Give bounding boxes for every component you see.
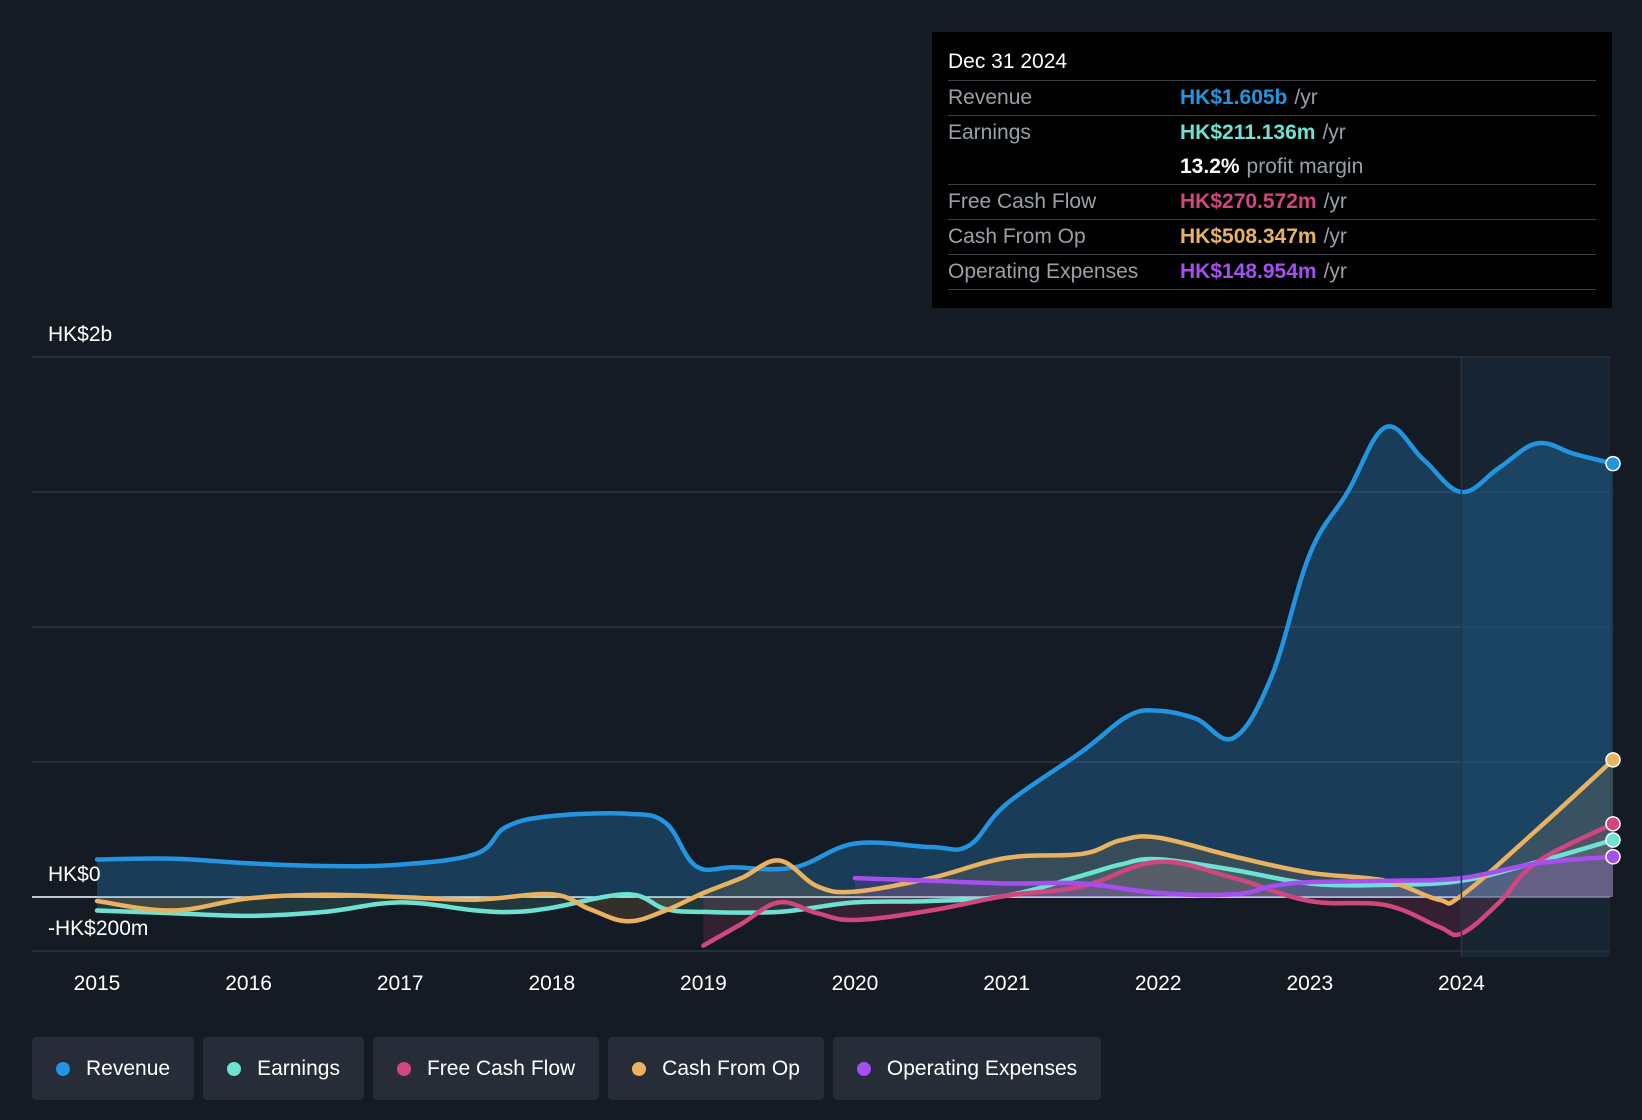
x-axis-label: 2023 xyxy=(1286,972,1333,995)
x-axis-label: 2018 xyxy=(528,972,575,995)
legend-dot-icon xyxy=(227,1061,242,1076)
tooltip-unit: /yr xyxy=(1322,121,1346,144)
y-axis-label: HK$0 xyxy=(48,863,101,886)
legend-item-operating-expenses[interactable]: Operating Expenses xyxy=(832,1037,1102,1100)
tooltip-label: Operating Expenses xyxy=(948,260,1139,283)
x-axis-label: 2017 xyxy=(377,972,424,995)
legend-label: Cash From Op xyxy=(662,1056,800,1080)
tooltip-value: 13.2% xyxy=(1180,155,1240,178)
end-marker-revenue xyxy=(1605,455,1621,472)
end-marker-opex xyxy=(1605,849,1621,865)
end-marker-fcf xyxy=(1605,816,1621,832)
y-axis-labels: HK$2b HK$0 -HK$200m xyxy=(48,323,148,940)
legend-label: Operating Expenses xyxy=(886,1056,1078,1080)
area-earnings xyxy=(97,840,1613,916)
tooltip-value: HK$148.954m xyxy=(1180,260,1317,283)
x-axis-label: 2016 xyxy=(225,972,272,995)
tooltip-label: Cash From Op xyxy=(948,225,1086,248)
area-revenue xyxy=(97,426,1613,897)
x-axis-label: 2015 xyxy=(74,972,121,995)
legend-label: Free Cash Flow xyxy=(426,1056,576,1080)
line-earnings xyxy=(94,837,1616,919)
series-end-markers xyxy=(1605,455,1621,865)
x-axis-label: 2024 xyxy=(1438,972,1485,995)
legend-dot-icon xyxy=(856,1061,871,1076)
x-axis-label: 2019 xyxy=(680,972,727,995)
tooltip-value: HK$270.572m xyxy=(1180,190,1317,213)
legend-item-free-cash-flow[interactable]: Free Cash Flow xyxy=(372,1037,600,1100)
tooltip-row-cash-from-op: Cash From Op HK$508.347m /yr xyxy=(948,220,1596,255)
legend-dot-icon xyxy=(632,1061,647,1076)
tooltip-row-profit-margin: 13.2% profit margin xyxy=(948,150,1596,185)
tooltip-unit: /yr xyxy=(1323,190,1347,213)
y-axis-label: -HK$200m xyxy=(48,917,148,940)
area-fcf xyxy=(703,823,1613,946)
legend-dot-icon xyxy=(56,1061,70,1076)
line-opex xyxy=(852,854,1616,898)
tooltip-row-revenue: Revenue HK$1.605b /yr xyxy=(948,81,1596,116)
data-tooltip: Dec 31 2024 Revenue HK$1.605b /yr Earnin… xyxy=(932,32,1612,308)
area-cfo xyxy=(97,759,1613,922)
tooltip-value: HK$508.347m xyxy=(1180,225,1317,248)
tooltip-value: HK$211.136m xyxy=(1180,121,1316,144)
line-fcf xyxy=(701,821,1616,948)
legend: Revenue Earnings Free Cash Flow Cash Fro… xyxy=(32,1037,1110,1100)
legend-label: Earnings xyxy=(257,1056,340,1080)
series-lines xyxy=(94,424,1616,948)
y-axis-label: HK$2b xyxy=(48,323,112,346)
tooltip-unit: /yr xyxy=(1323,225,1347,248)
x-axis-label: 2022 xyxy=(1135,972,1182,995)
tooltip-date: Dec 31 2024 xyxy=(948,46,1596,81)
end-marker-cfo xyxy=(1605,752,1621,768)
tooltip-unit: /yr xyxy=(1323,260,1347,283)
tooltip-unit: /yr xyxy=(1294,86,1318,109)
legend-item-earnings[interactable]: Earnings xyxy=(203,1037,364,1100)
tooltip-value: HK$1.605b xyxy=(1180,86,1288,109)
end-marker-earnings xyxy=(1605,832,1621,848)
tooltip-row-operating-expenses: Operating Expenses HK$148.954m /yr xyxy=(948,255,1596,290)
x-axis-label: 2021 xyxy=(983,972,1030,995)
x-axis-labels: 2015 2016 2017 2018 2019 2020 2021 2022 2023 2024 xyxy=(74,972,1485,995)
tooltip-label: Earnings xyxy=(948,121,1031,144)
x-axis-label: 2020 xyxy=(832,972,879,995)
tooltip-row-free-cash-flow: Free Cash Flow HK$270.572m /yr xyxy=(948,185,1596,220)
tooltip-unit: profit margin xyxy=(1246,155,1364,178)
legend-item-revenue[interactable]: Revenue xyxy=(32,1037,195,1100)
legend-item-cash-from-op[interactable]: Cash From Op xyxy=(608,1037,824,1100)
legend-dot-icon xyxy=(396,1061,411,1076)
tooltip-label: Free Cash Flow xyxy=(948,190,1097,213)
tooltip-label: Revenue xyxy=(948,86,1033,109)
tooltip-row-earnings: Earnings HK$211.136m /yr xyxy=(948,116,1596,150)
line-revenue xyxy=(94,424,1616,873)
tooltip-label xyxy=(948,150,1180,184)
legend-label: Revenue xyxy=(86,1056,171,1080)
